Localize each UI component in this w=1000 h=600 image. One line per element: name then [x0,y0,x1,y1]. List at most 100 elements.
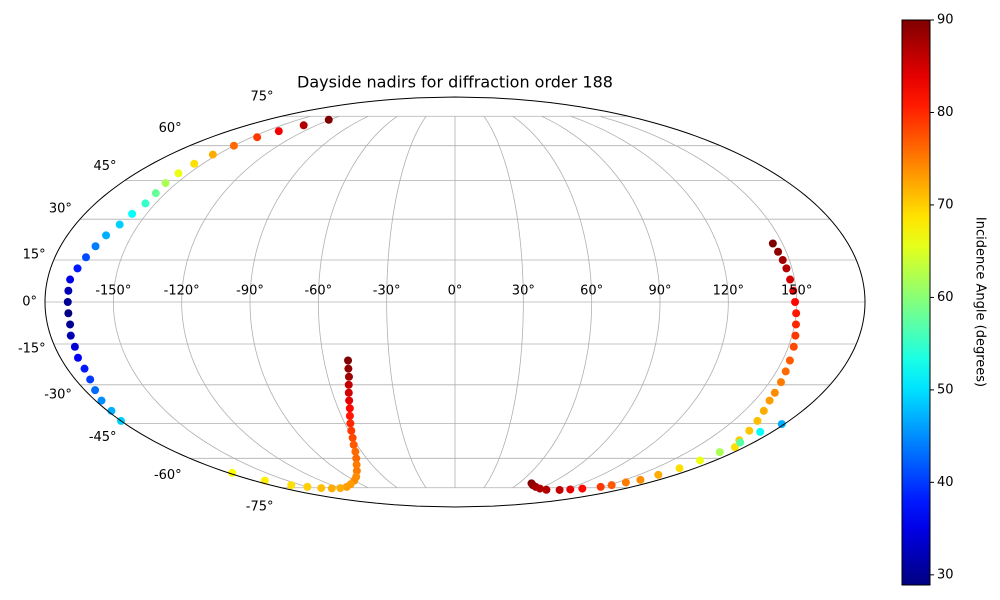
point [327,484,336,493]
point [715,448,724,457]
point [299,121,308,130]
point [777,420,786,429]
x-tick-label: -120° [164,284,200,299]
point [756,427,765,436]
point [63,298,72,306]
point [317,484,326,493]
x-tick-label: -150° [95,284,131,299]
point [791,320,800,329]
point [344,356,353,365]
point [736,438,745,447]
point [253,133,262,142]
point [97,396,106,405]
point [102,231,111,240]
point [115,220,124,229]
point [351,447,360,456]
point [578,484,587,493]
y-tick-label: 75° [250,89,273,104]
point [66,331,75,340]
chart-title: Dayside nadirs for diffraction order 188 [297,73,613,92]
point [782,264,791,273]
x-tick-label: 30° [512,284,535,299]
point [73,353,82,362]
point [208,150,217,159]
point [86,375,95,384]
point [73,264,82,273]
point [768,239,777,248]
point [352,466,361,475]
x-tick-label: 60° [580,284,603,299]
point [344,380,353,389]
y-tick-label: -75° [246,500,274,515]
point [161,179,170,188]
x-tick-label: -60° [304,284,332,299]
colorbar-tick-label: 70 [937,197,954,212]
point [347,426,356,435]
point [759,406,768,415]
point [303,482,312,491]
colorbar-tick-label: 50 [937,382,954,397]
grid-line [386,116,427,488]
y-tick-label: -30° [44,387,72,402]
point [344,364,353,373]
y-tick-label: -60° [154,468,182,483]
grid-line [181,115,340,489]
point [348,433,357,442]
point [607,481,616,490]
grid-line [112,115,311,489]
y-tick-label: 0° [22,295,37,310]
y-tick-label: 30° [49,202,72,217]
point [774,247,783,256]
point [287,481,296,490]
point [324,115,333,124]
point [535,484,544,493]
point [352,460,361,469]
y-tick-label: 45° [94,159,117,174]
point [770,388,779,397]
y-tick-label: 60° [159,121,182,136]
point [336,484,345,493]
point [82,253,91,262]
grid-line [541,115,661,489]
colorbar-tick-label: 80 [937,105,954,120]
grid-line [512,115,593,489]
point [745,426,754,435]
point [229,141,238,150]
point [621,478,630,487]
point [346,419,355,428]
point [791,331,800,340]
grid-line [483,116,524,488]
point [66,275,75,284]
point [695,456,704,465]
point [792,309,801,318]
colorbar-tick-label: 90 [937,13,954,28]
grid-line [249,115,369,489]
point [791,298,800,306]
point [342,482,351,491]
x-tick-label: 0° [448,284,463,299]
point [636,475,645,484]
point [542,485,551,494]
points [63,115,801,494]
point [654,470,663,479]
y-tick-label: 15° [23,247,46,262]
point [174,169,183,178]
point [344,372,353,381]
y-tick-label: -15° [18,342,46,357]
grid-line [570,115,729,489]
point [66,320,75,329]
x-tick-label: 90° [648,284,671,299]
x-tick-label: 150° [781,284,812,299]
point [778,256,787,265]
colorbar-tick-label: 30 [937,567,954,582]
point [345,396,354,405]
point [789,286,798,295]
point [555,485,564,494]
point [349,440,358,449]
point [344,388,353,397]
y-tick-label: -45° [89,430,117,445]
point [789,342,798,351]
point [781,367,790,376]
map-frame [44,96,866,508]
